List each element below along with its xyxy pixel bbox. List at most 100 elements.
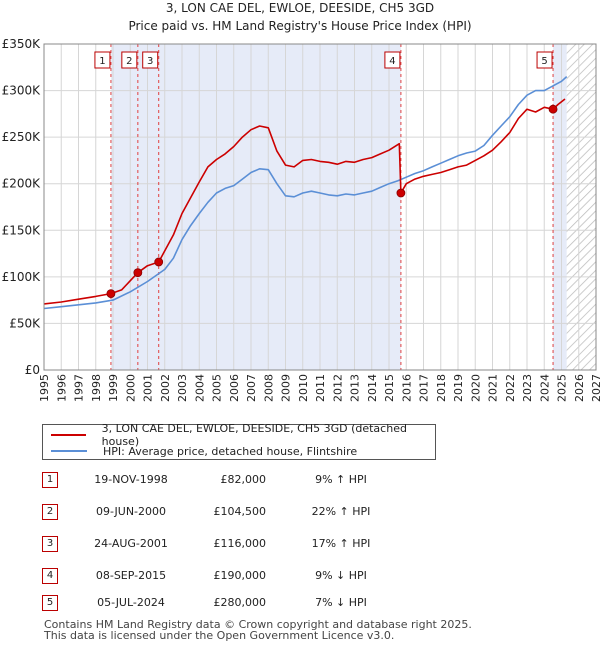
x-tick-label: 2000 xyxy=(124,374,137,402)
y-tick-label: £100K xyxy=(2,270,42,284)
sale-hpi-diff: 7% ↓ HPI xyxy=(315,596,367,609)
x-tick-label: 2006 xyxy=(228,374,241,402)
legend-swatch-hpi xyxy=(51,450,87,452)
sale-price: £116,000 xyxy=(213,537,267,550)
sale-hpi-diff: 9% ↓ HPI xyxy=(315,569,367,582)
sale-hpi-diff: 9% ↑ HPI xyxy=(315,473,367,486)
x-tick-label: 2009 xyxy=(280,374,293,402)
table-row: 2 09-JUN-2000 £104,500 22% ↑ HPI xyxy=(42,502,462,522)
legend-label-property: 3, LON CAE DEL, EWLOE, DEESIDE, CH5 3GD … xyxy=(101,422,407,448)
x-tick-label: 2025 xyxy=(556,374,569,402)
table-row: 5 05-JUL-2024 £280,000 7% ↓ HPI xyxy=(42,593,462,613)
sale-marker-label: 2 xyxy=(42,504,58,520)
x-tick-label: 2016 xyxy=(400,374,413,402)
chart-title: 3, LON CAE DEL, EWLOE, DEESIDE, CH5 3GD xyxy=(166,1,434,15)
y-tick-label: £350K xyxy=(2,37,42,51)
x-tick-label: 2017 xyxy=(418,374,431,402)
x-tick-label: 2011 xyxy=(314,374,327,402)
sale-label-text: 1 xyxy=(99,56,105,67)
x-tick-label: 2010 xyxy=(297,374,310,402)
legend-swatch-property xyxy=(51,434,86,436)
sale-label-text: 2 xyxy=(126,56,132,67)
series-line xyxy=(43,76,568,310)
sale-date: 05-JUL-2024 xyxy=(97,596,165,609)
sale-point xyxy=(106,289,116,299)
x-tick-label: 2021 xyxy=(487,374,500,402)
y-tick-label: £0 xyxy=(25,363,40,377)
sale-label-text: 3 xyxy=(147,56,153,67)
sale-price: £104,500 xyxy=(213,505,267,518)
table-row: 3 24-AUG-2001 £116,000 17% ↑ HPI xyxy=(42,534,462,554)
x-tick-label: 2019 xyxy=(452,374,465,402)
y-tick-label: £150K xyxy=(2,223,42,237)
forecast-hatch xyxy=(566,44,596,370)
sale-marker-label: 4 xyxy=(42,568,58,584)
y-tick-label: £300K xyxy=(2,84,42,98)
x-tick-label: 1995 xyxy=(38,374,51,402)
table-row: 1 19-NOV-1998 £82,000 9% ↑ HPI xyxy=(42,470,462,490)
sale-price: £190,000 xyxy=(213,569,267,582)
sale-marker-label: 5 xyxy=(42,595,58,611)
sale-point xyxy=(133,268,143,278)
footer-line-1: Contains HM Land Registry data © Crown c… xyxy=(44,618,472,631)
sale-label-box xyxy=(94,51,111,69)
y-tick-label: £50K xyxy=(9,316,41,330)
x-tick-label: 2018 xyxy=(435,374,448,402)
x-tick-label: 2015 xyxy=(383,374,396,402)
series-line xyxy=(43,98,566,305)
sale-label-text: 4 xyxy=(389,56,395,67)
sale-label-box xyxy=(121,51,138,69)
sale-price: £82,000 xyxy=(220,473,267,486)
x-tick-label: 2001 xyxy=(142,374,155,402)
table-row: 4 08-SEP-2015 £190,000 9% ↓ HPI xyxy=(42,566,462,586)
x-tick-label: 2026 xyxy=(573,374,586,402)
sale-label-box xyxy=(384,51,401,69)
x-tick-label: 2008 xyxy=(262,374,275,402)
sale-date: 09-JUN-2000 xyxy=(95,505,167,518)
y-tick-label: £250K xyxy=(2,130,42,144)
footer-attribution: Contains HM Land Registry data © Crown c… xyxy=(44,619,472,641)
x-tick-label: 2003 xyxy=(176,374,189,402)
legend-label-hpi: HPI: Average price, detached house, Flin… xyxy=(103,444,358,458)
plot-frame xyxy=(43,43,597,371)
sale-marker-label: 1 xyxy=(42,472,58,488)
x-tick-label: 2013 xyxy=(349,374,362,402)
price-chart: 3, LON CAE DEL, EWLOE, DEESIDE, CH5 3GD … xyxy=(2,1,600,402)
sale-date: 08-SEP-2015 xyxy=(95,569,167,582)
x-tick-label: 2024 xyxy=(538,374,551,402)
x-tick-label: 2022 xyxy=(504,374,517,402)
sale-date: 19-NOV-1998 xyxy=(94,473,168,486)
sale-hpi-diff: 22% ↑ HPI xyxy=(311,505,371,518)
sale-date: 24-AUG-2001 xyxy=(94,537,168,550)
x-tick-label: 2012 xyxy=(331,374,344,402)
x-tick-label: 2027 xyxy=(590,374,600,402)
ownership-shade xyxy=(110,44,401,370)
sale-point xyxy=(154,257,164,267)
sale-marker-label: 3 xyxy=(42,536,58,552)
x-tick-label: 1999 xyxy=(107,374,120,402)
chart-legend: 3, LON CAE DEL, EWLOE, DEESIDE, CH5 3GD … xyxy=(42,422,436,460)
sale-label-box xyxy=(536,51,553,69)
x-tick-label: 2014 xyxy=(366,374,379,402)
x-tick-label: 2005 xyxy=(211,374,224,402)
x-tick-label: 1996 xyxy=(55,374,68,402)
legend-item-property: 3, LON CAE DEL, EWLOE, DEESIDE, CH5 3GD … xyxy=(51,422,435,448)
sale-hpi-diff: 17% ↑ HPI xyxy=(311,537,371,550)
sale-price: £280,000 xyxy=(213,596,267,609)
legend-item-hpi: HPI: Average price, detached house, Flin… xyxy=(51,443,357,459)
x-tick-label: 2002 xyxy=(159,374,172,402)
x-tick-label: 2023 xyxy=(521,374,534,402)
footer-line-2: This data is licensed under the Open Gov… xyxy=(44,629,395,642)
sale-label-text: 5 xyxy=(541,56,547,67)
x-tick-label: 2004 xyxy=(193,374,206,402)
sale-point xyxy=(548,104,558,114)
sale-label-box xyxy=(142,51,159,69)
x-tick-label: 1997 xyxy=(73,374,86,402)
chart-subtitle: Price paid vs. HM Land Registry's House … xyxy=(128,19,471,33)
x-tick-label: 2020 xyxy=(469,374,482,402)
ownership-shade xyxy=(553,44,567,370)
y-tick-label: £200K xyxy=(2,177,42,191)
sale-point xyxy=(396,188,406,198)
x-tick-label: 1998 xyxy=(90,374,103,402)
x-tick-label: 2007 xyxy=(245,374,258,402)
